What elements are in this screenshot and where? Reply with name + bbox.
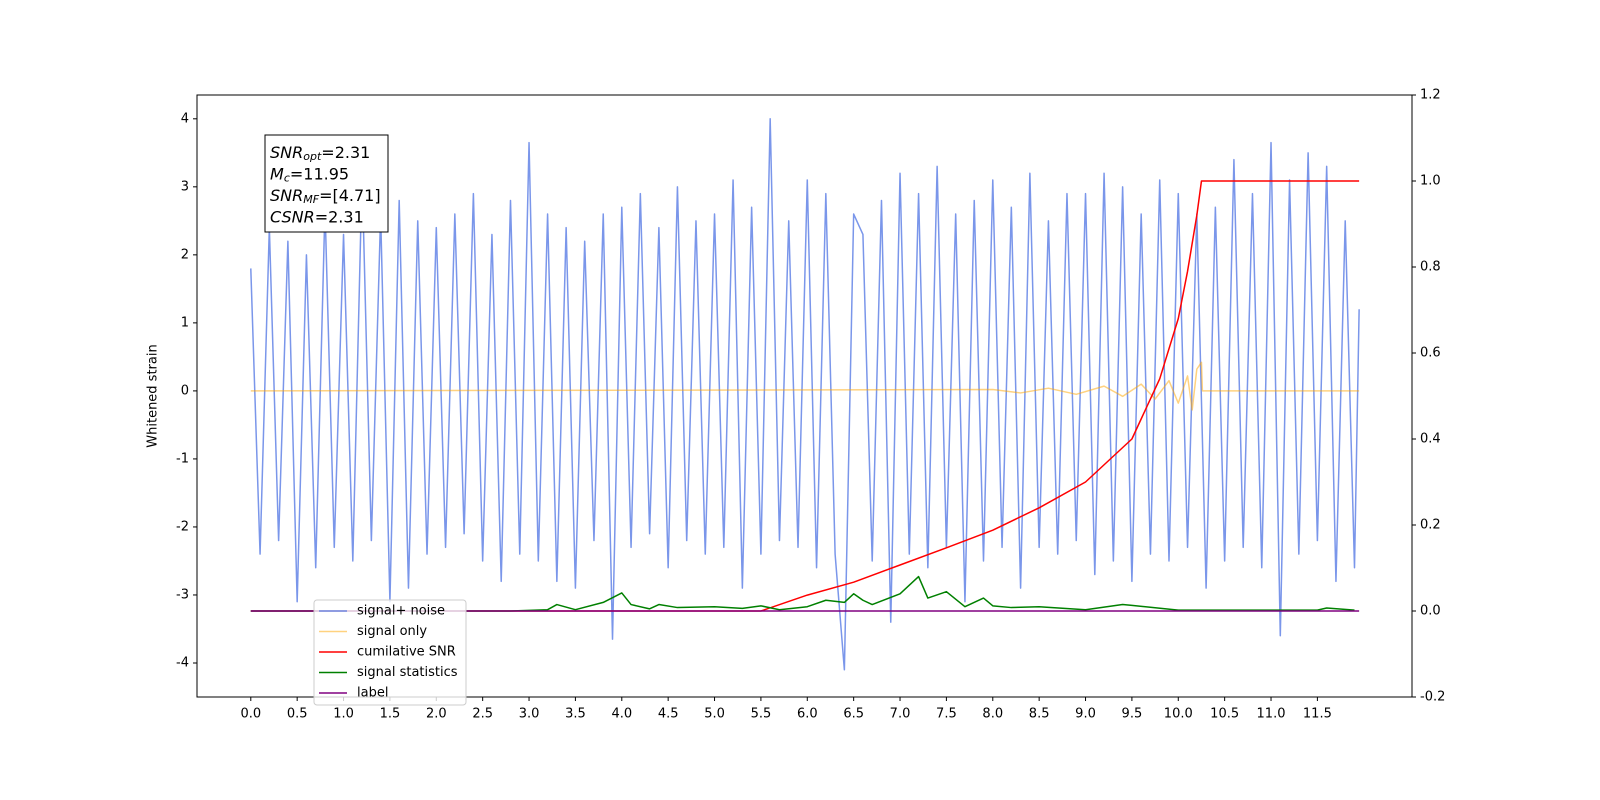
y2-tick-label: 0.8	[1420, 260, 1441, 275]
x-tick-label: 1.0	[333, 707, 354, 722]
series-line	[250, 575, 1355, 612]
y-tick-label: 0	[181, 383, 189, 398]
annotation-sub: MF	[303, 193, 319, 206]
x-tick-label: 5.0	[704, 707, 725, 722]
y-tick-label: 1	[181, 315, 189, 330]
annotation-rest: =2.31	[321, 143, 370, 162]
legend: signal+ noise signal only cumilative SNR si…	[313, 599, 467, 706]
x-tick-label: 1.5	[380, 707, 401, 722]
y-tick-label: 4	[181, 111, 189, 126]
legend-box	[313, 599, 467, 706]
legend-label: label	[357, 686, 388, 701]
annotation-rest: =[4.71]	[319, 186, 381, 205]
y2-tick-label: 0.6	[1420, 346, 1441, 361]
y2-tick-label: 0.0	[1420, 604, 1441, 619]
x-tick-label: 11.0	[1257, 707, 1286, 722]
y-tick-label: -4	[176, 655, 189, 670]
x-tick-label: 6.0	[797, 707, 818, 722]
legend-label: cumilative SNR	[357, 645, 456, 660]
x-tick-label: 0.5	[287, 707, 308, 722]
x-tick-label: 9.5	[1122, 707, 1143, 722]
annotation-main: SNR	[270, 143, 303, 162]
y2-tick-label: 1.0	[1420, 174, 1441, 189]
x-tick-label: 7.0	[890, 707, 911, 722]
annotation-sub: opt	[303, 150, 322, 163]
x-tick-label: 4.5	[658, 707, 679, 722]
x-tick-label: 4.0	[611, 707, 632, 722]
x-tick-label: 2.0	[426, 707, 447, 722]
axes-frame	[196, 94, 1413, 698]
annotation-text: SNRopt=2.31	[270, 143, 370, 164]
x-tick-label: 10.5	[1210, 707, 1239, 722]
x-tick-label: 9.0	[1075, 707, 1096, 722]
annotation-main: CSNR	[270, 207, 315, 226]
y-tick-label: 3	[181, 179, 189, 194]
x-tick-label: 5.5	[751, 707, 772, 722]
x-tick-label: 7.5	[936, 707, 957, 722]
x-tick-label: 2.5	[472, 707, 493, 722]
annotation-rest: =11.95	[290, 164, 349, 183]
series-line	[250, 180, 1360, 612]
annotation-sub: c	[284, 172, 290, 185]
annotation-text: SNRMF=[4.71]	[270, 186, 381, 207]
annotation-rest: =2.31	[315, 207, 364, 226]
y2-tick-label: 0.4	[1420, 432, 1441, 447]
y-tick-label: -2	[176, 519, 189, 534]
series-line	[250, 118, 1360, 671]
y-tick-label: -3	[176, 587, 189, 602]
legend-label: signal only	[357, 624, 427, 639]
y-axis-label: Whitened strain	[146, 344, 161, 447]
series-line	[250, 361, 1360, 411]
annotation-text: CSNR=2.31	[270, 207, 364, 226]
x-tick-label: 8.0	[982, 707, 1003, 722]
x-tick-label: 3.5	[565, 707, 586, 722]
legend-label: signal+ noise	[357, 604, 445, 619]
annotation-main: M	[270, 164, 284, 183]
x-tick-label: 11.5	[1303, 707, 1332, 722]
x-tick-label: 3.0	[519, 707, 540, 722]
y2-tick-label: 1.2	[1420, 88, 1441, 103]
y2-tick-label: -0.2	[1420, 690, 1445, 705]
x-tick-label: 8.5	[1029, 707, 1050, 722]
x-tick-label: 0.0	[240, 707, 261, 722]
annotation-main: SNR	[270, 186, 303, 205]
y-tick-label: 2	[181, 247, 189, 262]
y2-tick-label: 0.2	[1420, 518, 1441, 533]
annotation-text: Mc=11.95	[270, 164, 349, 185]
y-tick-label: -1	[176, 451, 189, 466]
x-tick-label: 10.0	[1164, 707, 1193, 722]
x-tick-label: 6.5	[843, 707, 864, 722]
annotation-box	[264, 134, 389, 233]
legend-label: signal statistics	[357, 665, 458, 680]
